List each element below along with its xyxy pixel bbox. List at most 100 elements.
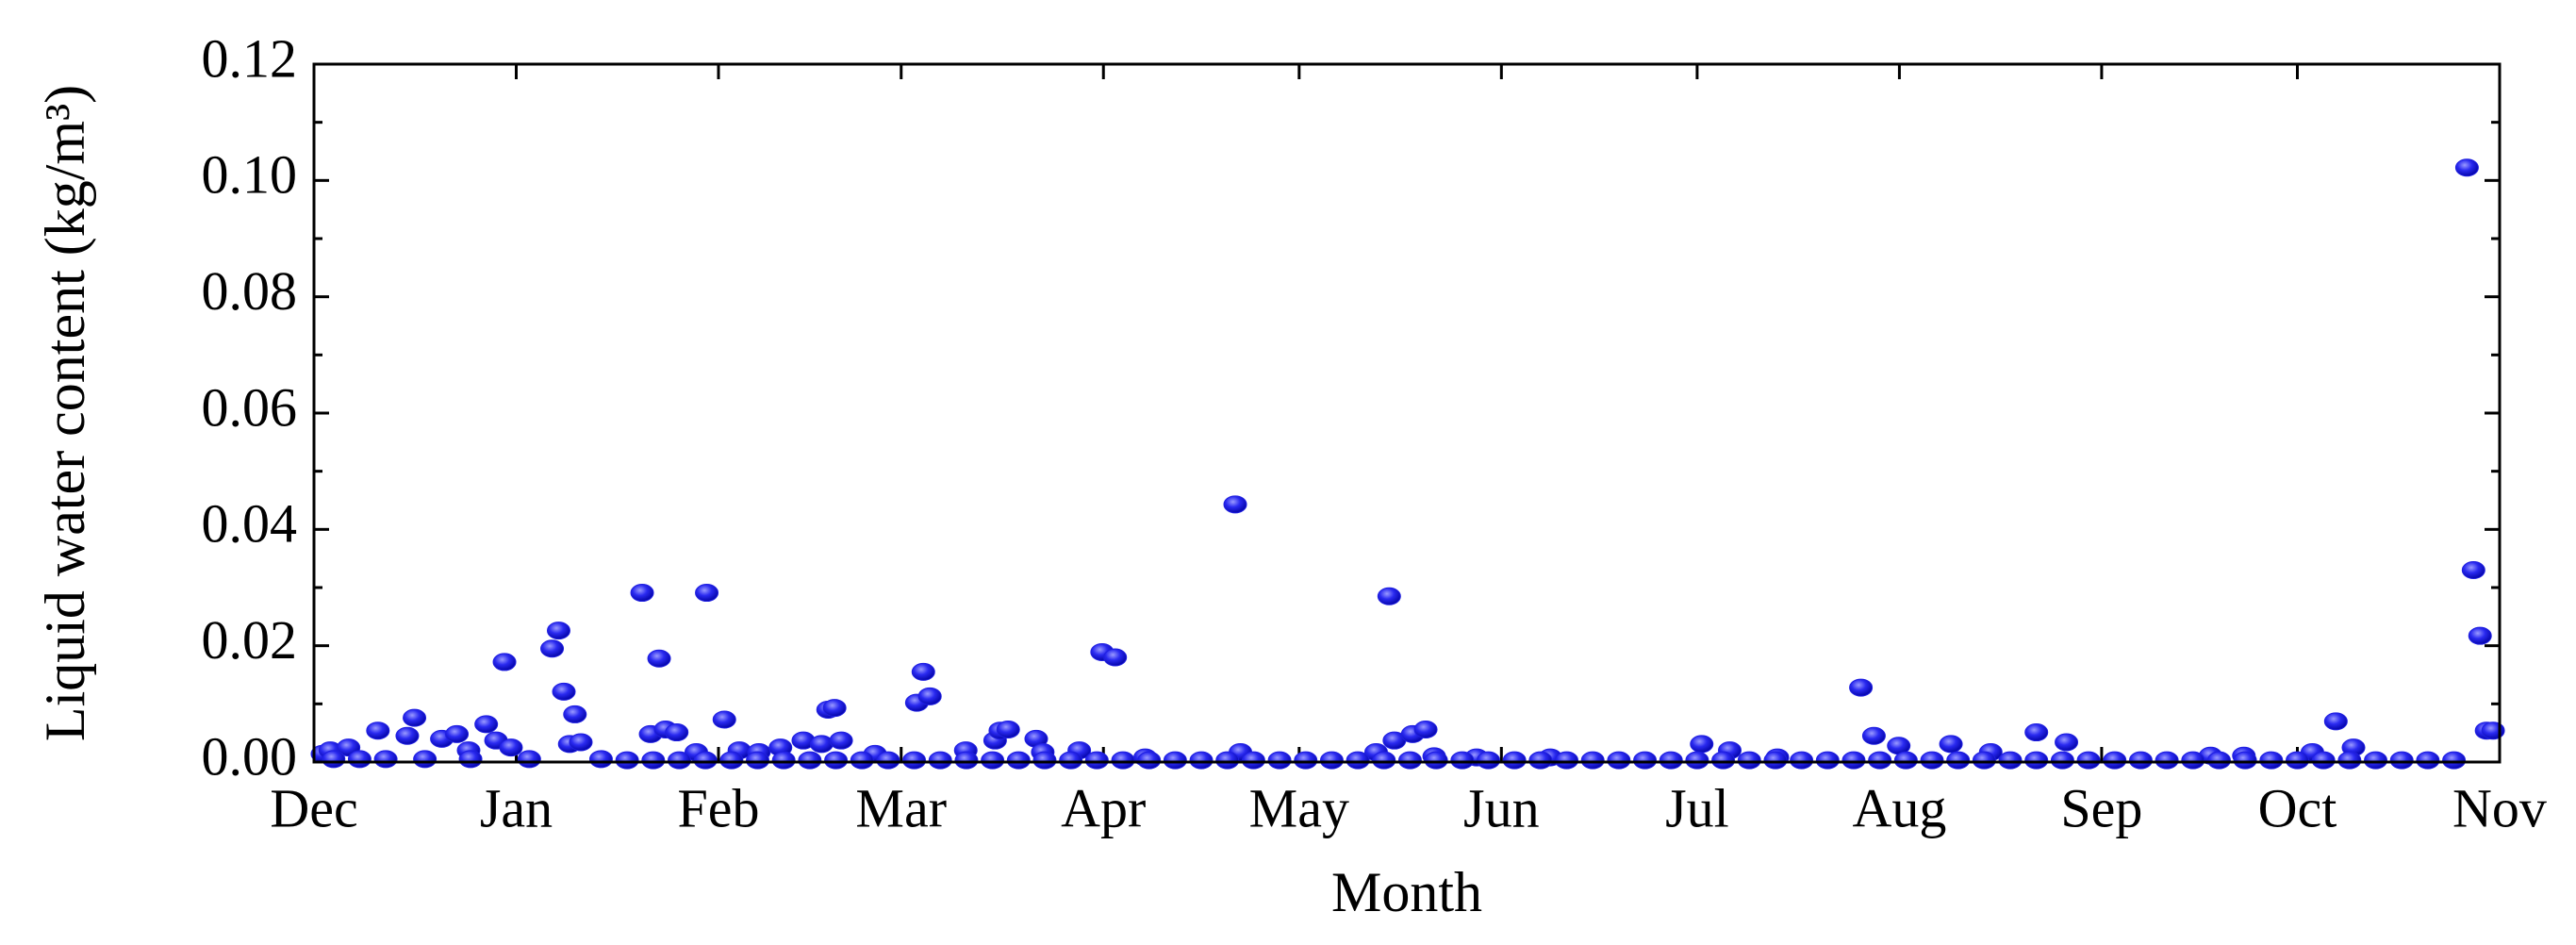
point — [1215, 751, 1240, 770]
point — [829, 731, 853, 750]
y-tick-label: 0.08 — [202, 260, 298, 322]
point — [824, 751, 849, 770]
point — [1868, 751, 1892, 770]
x-tick-label: Feb — [678, 777, 760, 838]
point — [458, 750, 483, 769]
point — [954, 751, 979, 770]
point — [1690, 735, 1714, 754]
x-tick-label: Nov — [2452, 777, 2547, 838]
point — [1790, 751, 1814, 770]
point — [1372, 751, 1396, 770]
point — [1006, 751, 1031, 770]
point — [2233, 751, 2257, 770]
point — [2337, 751, 2362, 770]
point — [1476, 751, 1500, 770]
point — [2461, 561, 2485, 579]
point — [1849, 678, 1874, 697]
point — [1555, 751, 1579, 770]
x-tick-label: Sep — [2060, 777, 2142, 838]
point — [822, 699, 847, 718]
point — [2181, 751, 2205, 770]
point — [2364, 751, 2388, 770]
point — [517, 750, 541, 769]
point — [1111, 751, 1135, 770]
point — [546, 622, 570, 640]
point — [1815, 751, 1840, 770]
point — [563, 705, 587, 723]
point — [1163, 751, 1187, 770]
point — [1711, 751, 1736, 770]
point — [1528, 751, 1553, 770]
x-tick-label: Aug — [1852, 777, 1946, 838]
y-tick-label: 0.04 — [202, 493, 298, 555]
point — [2055, 733, 2079, 752]
point — [902, 751, 927, 770]
point — [2076, 751, 2101, 770]
point — [2311, 751, 2336, 770]
point — [876, 751, 900, 770]
point — [2024, 751, 2049, 770]
point — [492, 653, 517, 671]
point — [1998, 751, 2023, 770]
point — [366, 721, 390, 740]
point — [2103, 751, 2127, 770]
point — [1223, 495, 1247, 514]
y-tick-label: 0.12 — [202, 27, 298, 89]
point — [1861, 726, 1886, 745]
point — [373, 750, 398, 769]
point — [1633, 751, 1658, 770]
point — [2442, 751, 2467, 770]
x-tick-label: May — [1249, 777, 1349, 838]
point — [2323, 712, 2348, 731]
point — [540, 639, 565, 658]
point — [2259, 751, 2284, 770]
point — [1939, 735, 1963, 754]
point — [2454, 158, 2479, 177]
y-tick-label: 0.06 — [202, 376, 298, 438]
point — [1346, 751, 1370, 770]
point — [474, 715, 499, 734]
point — [347, 750, 372, 769]
point — [981, 751, 1005, 770]
x-tick-label: Mar — [855, 777, 947, 838]
point — [2416, 751, 2440, 770]
point — [695, 584, 719, 603]
point — [445, 724, 470, 743]
point — [850, 751, 874, 770]
point — [911, 662, 935, 681]
point — [403, 708, 427, 727]
point — [499, 738, 523, 757]
point — [2206, 751, 2231, 770]
point — [1424, 751, 1448, 770]
point — [1502, 751, 1527, 770]
point — [2389, 751, 2414, 770]
point — [746, 751, 770, 770]
point — [413, 750, 438, 769]
point — [1397, 751, 1422, 770]
point — [1377, 587, 1401, 605]
point — [693, 751, 718, 770]
x-tick-label: Dec — [270, 777, 357, 838]
point — [641, 751, 666, 770]
point — [1189, 751, 1214, 770]
point — [1893, 751, 1918, 770]
point — [1685, 751, 1709, 770]
point — [2155, 751, 2179, 770]
point — [1450, 751, 1475, 770]
point — [2024, 723, 2049, 742]
point — [2468, 626, 2492, 645]
point — [1763, 751, 1788, 770]
x-tick-label: Jan — [480, 777, 553, 838]
point — [1137, 751, 1162, 770]
point — [928, 751, 952, 770]
point — [665, 723, 689, 742]
point — [630, 584, 654, 603]
point — [771, 751, 796, 770]
point — [322, 750, 346, 769]
point — [569, 733, 593, 752]
point — [1294, 751, 1318, 770]
point — [1946, 751, 1971, 770]
x-tick-label: Apr — [1061, 777, 1146, 838]
point — [588, 750, 613, 769]
point — [798, 751, 822, 770]
